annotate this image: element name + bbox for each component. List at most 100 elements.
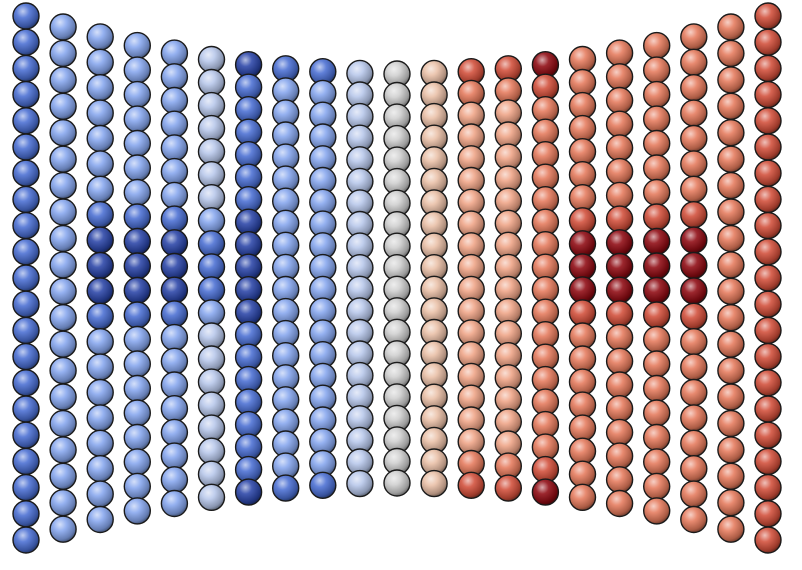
sphere	[607, 135, 633, 161]
sphere	[681, 329, 707, 355]
sphere-column	[347, 60, 373, 496]
sphere	[755, 396, 781, 422]
sphere	[495, 475, 521, 501]
sphere	[50, 490, 76, 516]
sphere	[644, 180, 670, 206]
sphere	[50, 93, 76, 119]
sphere	[755, 134, 781, 160]
sphere	[124, 204, 150, 230]
sphere	[87, 49, 113, 75]
sphere	[681, 481, 707, 507]
sphere	[607, 467, 633, 493]
sphere	[87, 507, 113, 533]
sphere	[161, 491, 187, 517]
sphere	[718, 146, 744, 172]
sphere	[570, 70, 596, 96]
sphere	[13, 291, 39, 317]
sphere	[718, 14, 744, 40]
sphere	[50, 384, 76, 410]
sphere	[161, 230, 187, 256]
sphere	[124, 351, 150, 377]
sphere	[124, 425, 150, 451]
sphere	[50, 278, 76, 304]
sphere	[681, 227, 707, 253]
sphere	[161, 396, 187, 422]
sphere	[570, 231, 596, 257]
sphere	[236, 479, 262, 505]
sphere	[755, 3, 781, 29]
sphere	[50, 146, 76, 172]
sphere	[87, 24, 113, 50]
sphere	[161, 348, 187, 374]
sphere	[384, 470, 410, 496]
sphere	[718, 173, 744, 199]
sphere	[199, 300, 225, 326]
sphere	[607, 396, 633, 422]
sphere	[718, 67, 744, 93]
sphere	[755, 527, 781, 553]
sphere	[13, 213, 39, 239]
sphere	[570, 93, 596, 119]
sphere	[199, 185, 225, 211]
sphere	[755, 108, 781, 134]
sphere	[718, 358, 744, 384]
sphere	[199, 208, 225, 234]
sphere	[644, 57, 670, 83]
sphere	[50, 305, 76, 331]
sphere	[681, 126, 707, 152]
sphere	[199, 231, 225, 257]
sphere	[755, 448, 781, 474]
sphere	[87, 481, 113, 507]
sphere	[755, 344, 781, 370]
sphere	[13, 82, 39, 108]
sphere-column	[236, 52, 262, 505]
sphere	[161, 419, 187, 445]
sphere	[50, 463, 76, 489]
sphere	[13, 317, 39, 343]
sphere	[13, 475, 39, 501]
sphere	[13, 344, 39, 370]
sphere	[607, 491, 633, 517]
sphere	[681, 151, 707, 177]
sphere	[13, 501, 39, 527]
sphere	[607, 372, 633, 398]
sphere	[644, 425, 670, 451]
sphere	[644, 351, 670, 377]
sphere	[199, 93, 225, 119]
sphere	[50, 226, 76, 252]
sphere	[124, 57, 150, 83]
sphere	[50, 14, 76, 40]
sphere	[681, 430, 707, 456]
sphere	[13, 527, 39, 553]
sphere	[199, 323, 225, 349]
sphere	[87, 176, 113, 202]
sphere	[681, 24, 707, 50]
sphere	[310, 472, 336, 498]
sphere	[570, 277, 596, 303]
sphere	[50, 40, 76, 66]
sphere	[570, 300, 596, 326]
sphere	[124, 302, 150, 328]
sphere	[50, 411, 76, 437]
sphere	[755, 239, 781, 265]
sphere	[161, 111, 187, 137]
sphere	[644, 449, 670, 475]
sphere	[87, 329, 113, 355]
sphere	[50, 516, 76, 542]
sphere	[50, 358, 76, 384]
sphere	[644, 473, 670, 499]
sphere	[644, 155, 670, 181]
sphere	[681, 100, 707, 126]
sphere	[755, 501, 781, 527]
sphere	[161, 159, 187, 185]
sphere	[607, 348, 633, 374]
sphere	[607, 277, 633, 303]
sphere	[50, 199, 76, 225]
sphere	[755, 317, 781, 343]
sphere-column	[50, 14, 76, 542]
sphere	[50, 173, 76, 199]
sphere	[13, 29, 39, 55]
sphere	[718, 93, 744, 119]
sphere	[607, 254, 633, 280]
sphere	[755, 291, 781, 317]
